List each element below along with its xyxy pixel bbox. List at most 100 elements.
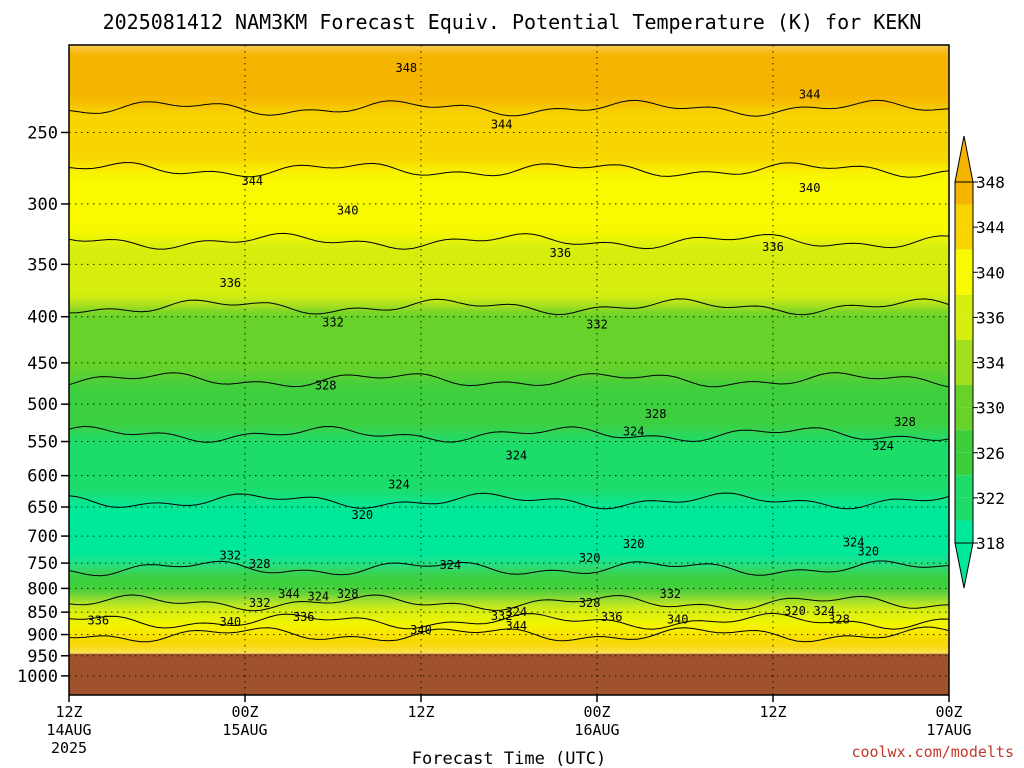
x-axis-label: Forecast Time (UTC): [412, 749, 606, 768]
band-320-7: [69, 498, 949, 571]
contour-line-7: [69, 560, 949, 577]
contour-label-17: 324: [388, 478, 410, 492]
contour-label-4: 340: [337, 203, 359, 217]
plot-frame: [68, 44, 950, 696]
x-tick-label-5: 00Z: [935, 703, 962, 721]
contour-label-27: 344: [278, 587, 300, 601]
contour-label-32: 324: [505, 605, 527, 619]
contour-label-3: 344: [799, 88, 821, 102]
contour-label-34: 328: [579, 596, 601, 610]
y-axis-ticks: 250 300 350 400 450 500 550 600 650 700 750 800 850 9…: [17, 123, 69, 687]
color-bands: [69, 45, 949, 656]
colorbar-seg-a-0: [955, 182, 973, 205]
colorbar-label-344: 344: [976, 218, 1005, 237]
contour-label-28: 324: [307, 590, 329, 604]
x-tick-label-2: 12Z: [407, 703, 434, 721]
band-328-5: [69, 377, 949, 437]
x-tick-date-1: 15AUG: [222, 721, 267, 739]
contour-line-1: [69, 161, 949, 178]
colorbar-label-326: 326: [976, 444, 1005, 463]
colorbar-seg-a-6: [955, 452, 973, 476]
contour-label-7: 336: [549, 246, 571, 260]
contour-label-23: 332: [219, 549, 241, 563]
colorbar-label-336: 336: [976, 308, 1005, 327]
contour-label-1: 344: [241, 174, 263, 188]
contour-line-2: [69, 232, 949, 250]
y-tick-label-800: 800: [27, 579, 58, 599]
colorbar-label-318: 318: [976, 534, 1005, 553]
contour-label-5: 340: [799, 181, 821, 195]
y-tick-label-300: 300: [27, 195, 58, 215]
contour-label-15: 324: [623, 424, 645, 438]
y-tick-label-850: 850: [27, 603, 58, 623]
contour-label-24: 328: [249, 557, 271, 571]
contour-label-33: 332: [659, 587, 681, 601]
y-tick-label-950: 950: [27, 647, 58, 667]
y-tick-label-900: 900: [27, 626, 58, 646]
colorbar-seg-a-2: [955, 272, 973, 295]
x-tick-year-0: 2025: [51, 739, 87, 757]
credit-text: coolwx.com/modelts: [851, 743, 1014, 761]
colorbar-seg-a-4: [955, 362, 973, 386]
colorbar-label-322: 322: [976, 489, 1005, 508]
chart-title: 2025081412 NAM3KM Forecast Equiv. Potent…: [103, 10, 922, 34]
colorbar-seg-a-3: [955, 317, 973, 340]
y-tick-label-350: 350: [27, 255, 58, 275]
band-344-1: [69, 106, 949, 172]
contour-label-25: 324: [439, 558, 461, 572]
band-324-6: [69, 432, 949, 503]
contour-line-3: [69, 298, 949, 316]
colorbar-label-330: 330: [976, 399, 1005, 418]
y-tick-label-600: 600: [27, 467, 58, 487]
contour-label-35: 336: [601, 610, 623, 624]
contour-label-16: 324: [872, 439, 894, 453]
x-tick-date-5: 17AUG: [926, 721, 971, 739]
x-tick-date-3: 16AUG: [574, 721, 619, 739]
band-348-0: [69, 45, 949, 111]
contour-line-10: [69, 626, 949, 643]
contour-label-19: 320: [623, 537, 645, 551]
colorbar-seg-a-1: [955, 227, 973, 250]
y-tick-label-550: 550: [27, 433, 58, 453]
x-tick-label-1: 00Z: [231, 703, 258, 721]
contour-label-2: 344: [491, 118, 513, 132]
contour-label-14: 324: [505, 449, 527, 463]
contour-label-40: 336: [87, 613, 109, 627]
contour-label-10: 332: [586, 317, 608, 331]
contour-label-8: 336: [762, 240, 784, 254]
contour-label-36: 340: [667, 612, 689, 626]
y-tick-label-500: 500: [27, 395, 58, 415]
colorbar-seg-b-4: [955, 385, 973, 408]
y-tick-label-700: 700: [27, 527, 58, 547]
contour-label-18: 320: [351, 508, 373, 522]
y-tick-label-250: 250: [27, 123, 58, 143]
ground-surface: [69, 653, 949, 695]
contour-label-43: 344: [505, 619, 527, 633]
y-tick-label-1000: 1000: [17, 667, 58, 687]
y-tick-label-450: 450: [27, 354, 58, 374]
contour-label-6: 336: [219, 276, 241, 290]
contour-label-26: 328: [337, 587, 359, 601]
colorbar-bottom-arrow: [954, 542, 974, 589]
colorbar-seg-b-0: [955, 204, 973, 228]
colorbar-label-348: 348: [976, 173, 1005, 192]
colorbar-seg-b-2: [955, 294, 973, 318]
x-tick-label-3: 00Z: [583, 703, 610, 721]
contour-label-29: 332: [249, 596, 271, 610]
contour-label-37: 320: [784, 604, 806, 618]
grid-lines: [69, 45, 949, 695]
y-tick-label-400: 400: [27, 308, 58, 328]
colorbar-label-340: 340: [976, 263, 1005, 282]
band-336-9: [69, 600, 949, 624]
colorbar-seg-b-6: [955, 475, 973, 498]
colorbar-seg-b-3: [955, 339, 973, 363]
contour-line-5: [69, 425, 949, 443]
colorbar: 348 344 340 336 334 330 326 322 318: [954, 135, 1005, 589]
band-332-4: [69, 304, 949, 382]
colorbar-seg-a-7: [955, 497, 973, 521]
x-tick-date-0: 14AUG: [46, 721, 91, 739]
contour-label-30: 336: [293, 610, 315, 624]
